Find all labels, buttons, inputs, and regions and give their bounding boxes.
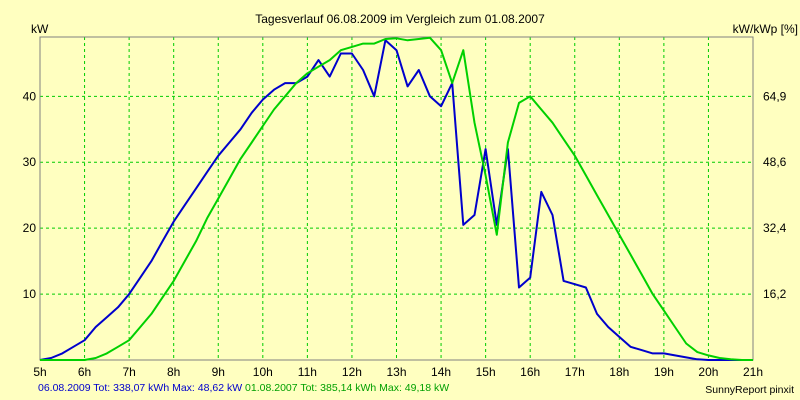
legend-series-2-total: Tot: 385,14 kWh bbox=[300, 382, 377, 394]
x-tick-label: 12h bbox=[342, 365, 362, 379]
y-tick-label: 30 bbox=[23, 155, 37, 169]
legend-series-1-name: 06.08.2009 bbox=[38, 382, 91, 394]
legend-footer: 06.08.2009 Tot: 338,07 kWh Max: 48,62 kW… bbox=[38, 382, 449, 394]
y2-axis-ticks: 16,2 32,4 48,6 64,9 bbox=[763, 89, 787, 301]
legend-series-2: 01.08.2007 Tot: 385,14 kWh Max: 49,18 kW bbox=[245, 382, 449, 394]
y-tick-label: 10 bbox=[23, 287, 37, 301]
x-tick-label: 16h bbox=[520, 365, 540, 379]
x-tick-label: 9h bbox=[212, 365, 225, 379]
y2-tick-label: 64,9 bbox=[763, 89, 787, 103]
y2-tick-label: 32,4 bbox=[763, 221, 787, 235]
legend-series-2-max: Max: 49,18 kW bbox=[379, 382, 450, 394]
y-axis-ticks: 10 20 30 40 bbox=[23, 89, 37, 301]
y-tick-label: 40 bbox=[23, 89, 37, 103]
y-axis-label: kW bbox=[31, 22, 49, 36]
x-tick-label: 11h bbox=[298, 365, 317, 379]
legend-series-1: 06.08.2009 Tot: 338,07 kWh Max: 48,62 kW bbox=[38, 382, 245, 394]
chart-title: Tagesverlauf 06.08.2009 im Vergleich zum… bbox=[255, 12, 545, 26]
grid bbox=[40, 37, 753, 360]
x-tick-label: 14h bbox=[431, 365, 451, 379]
legend-series-2-name: 01.08.2007 bbox=[245, 382, 298, 394]
y-tick-label: 20 bbox=[23, 221, 37, 235]
y2-tick-label: 16,2 bbox=[763, 287, 787, 301]
x-tick-label: 7h bbox=[122, 365, 135, 379]
x-tick-label: 6h bbox=[78, 365, 91, 379]
plot-frame bbox=[39, 36, 754, 361]
y2-tick-label: 48,6 bbox=[763, 155, 787, 169]
legend-series-1-total: Tot: 338,07 kWh bbox=[93, 382, 170, 394]
x-tick-label: 17h bbox=[565, 365, 585, 379]
x-tick-label: 20h bbox=[698, 365, 718, 379]
x-tick-label: 13h bbox=[386, 365, 406, 379]
x-tick-label: 18h bbox=[609, 365, 629, 379]
x-tick-label: 5h bbox=[33, 365, 46, 379]
y2-axis-label: kW/kWp [%] bbox=[733, 22, 798, 36]
series-line-2 bbox=[40, 36, 753, 361]
x-tick-label: 21h bbox=[743, 365, 763, 379]
series-lines bbox=[39, 36, 753, 361]
x-axis-ticks: 5h 6h 7h 8h 9h 10h 11h 12h 13h 14h 15h 16h 17h 18h 19h… bbox=[33, 365, 763, 379]
credit-text: SunnyReport pinxit bbox=[705, 384, 794, 396]
legend-series-1-max: Max: 48,62 kW bbox=[172, 382, 243, 394]
x-tick-label: 10h bbox=[253, 365, 273, 379]
x-tick-label: 19h bbox=[654, 365, 674, 379]
x-tick-label: 15h bbox=[476, 365, 496, 379]
x-tick-label: 8h bbox=[167, 365, 180, 379]
series-line-1 bbox=[39, 39, 753, 361]
